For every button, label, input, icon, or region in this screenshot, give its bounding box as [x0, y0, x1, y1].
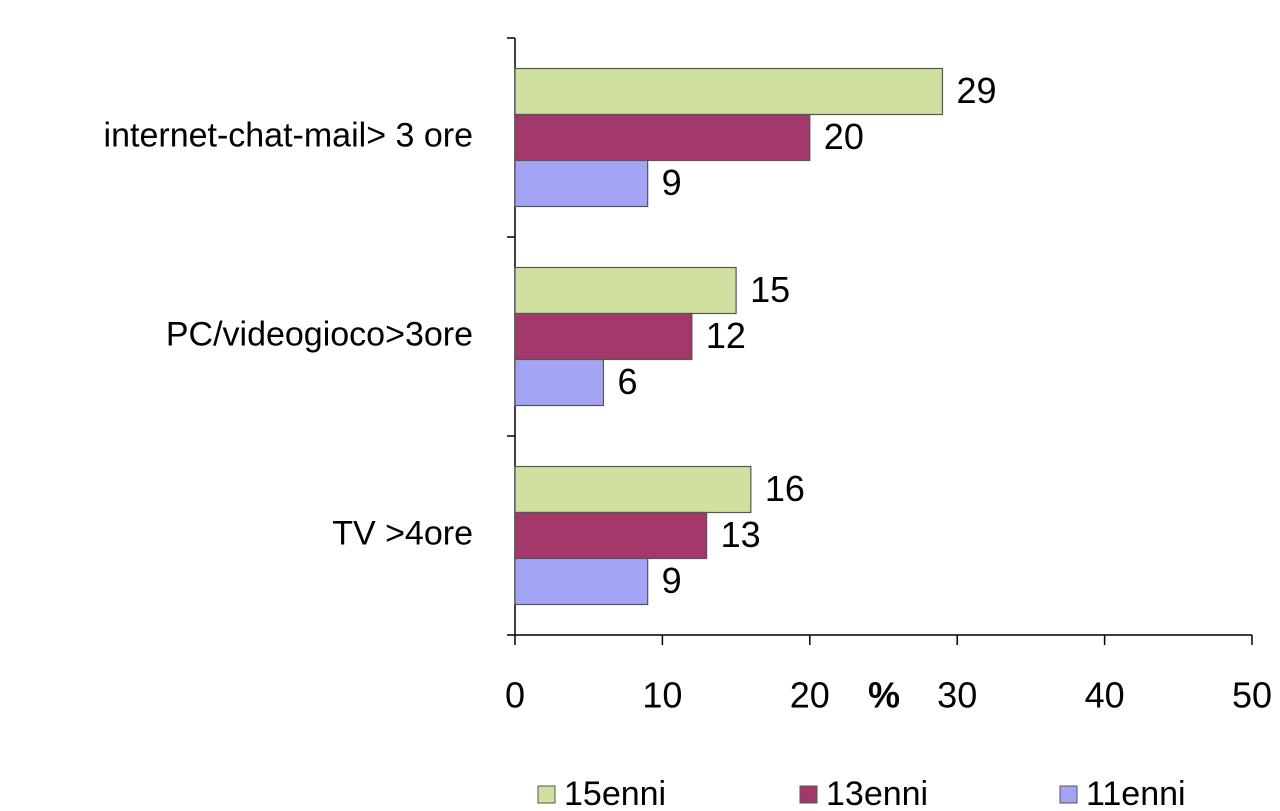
data-label: 20: [824, 116, 864, 157]
y-tick-label: internet-chat-mail> 3 ore: [104, 116, 473, 154]
data-label: 6: [617, 361, 637, 402]
data-label: 29: [956, 70, 996, 111]
x-tick-label: 30: [937, 675, 977, 716]
data-label: 9: [662, 560, 682, 601]
bar: [514, 159, 649, 208]
legend-swatch: [799, 785, 818, 804]
y-tick-label: TV >4ore: [332, 514, 473, 552]
bar: [514, 511, 708, 560]
legend-label: 15enni: [564, 775, 666, 811]
x-tick-label: 0: [505, 675, 525, 716]
x-axis-label: %: [868, 675, 900, 716]
bar: [514, 312, 693, 361]
legend-swatch: [1059, 785, 1078, 804]
bar: [514, 113, 811, 162]
bar: [514, 557, 649, 606]
data-label: 12: [706, 315, 746, 356]
y-tick-label: PC/videogioco>3ore: [166, 315, 473, 353]
legend-swatch: [537, 785, 556, 804]
data-label: 9: [662, 162, 682, 203]
legend-label: 13enni: [826, 775, 928, 811]
bar: [514, 266, 737, 315]
legend-label: 11enni: [1086, 775, 1186, 811]
bar: [514, 465, 752, 514]
x-tick-label: 40: [1085, 675, 1125, 716]
data-label: 16: [765, 468, 805, 509]
data-label: 13: [721, 514, 761, 555]
x-tick-label: 10: [642, 675, 682, 716]
x-tick-label: 20: [790, 675, 830, 716]
bar: [514, 67, 944, 116]
bar: [514, 358, 605, 407]
data-label: 15: [750, 269, 790, 310]
x-tick-label: 50: [1232, 675, 1272, 716]
